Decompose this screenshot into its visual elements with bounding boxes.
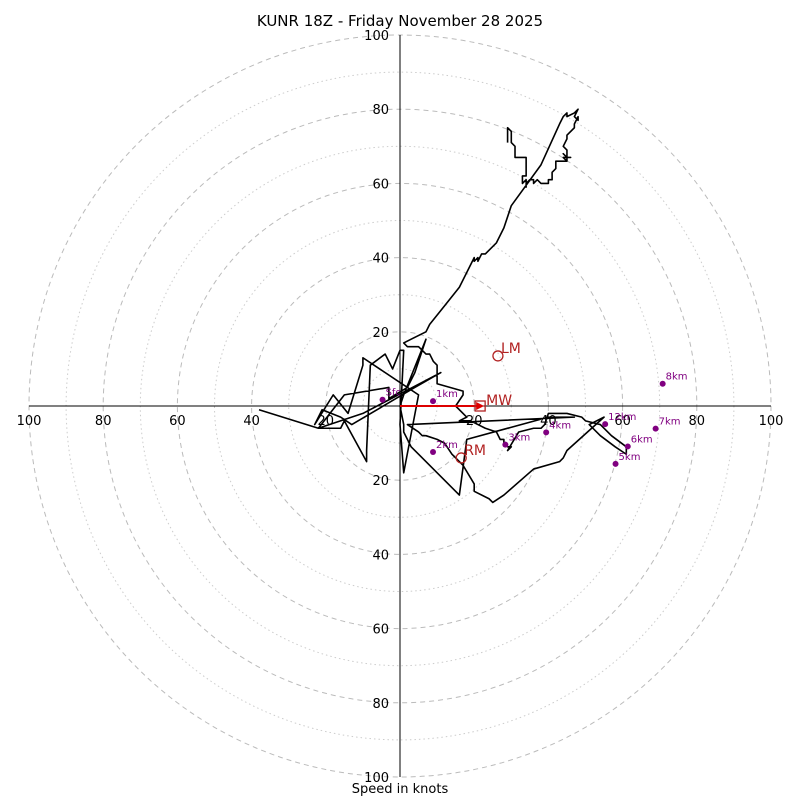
- mean-wind-marker: [474, 400, 486, 412]
- tick-labels: 100 80 60 40 20 20 40 60 80 100100806040202040608…: [17, 29, 784, 786]
- height-marker-label: 12km: [608, 412, 636, 423]
- x-tick-label: 100: [759, 414, 784, 429]
- x-axis-label: Speed in knots: [351, 782, 449, 797]
- chart-title: KUNR 18Z - Friday November 28 2025: [256, 12, 544, 30]
- height-marker-label: 8km: [666, 372, 688, 383]
- height-marker: [612, 460, 619, 467]
- y-tick-label: 40: [372, 548, 389, 563]
- y-tick-label: 60: [372, 623, 389, 638]
- height-marker: [659, 380, 666, 387]
- y-tick-label: 20: [372, 326, 389, 341]
- height-marker-label: 5km: [619, 452, 641, 463]
- height-marker-label: 3km: [508, 433, 530, 444]
- y-tick-label: 40: [372, 252, 389, 267]
- height-marker-label: Sfc: [386, 388, 401, 399]
- height-marker: [430, 398, 437, 405]
- y-tick-label: 100: [364, 771, 389, 786]
- height-marker-label: 2km: [436, 440, 458, 451]
- x-tick-label: 80: [95, 414, 112, 429]
- x-tick-label: 60: [614, 414, 631, 429]
- x-tick-label: 40: [243, 414, 260, 429]
- x-tick-label: 80: [689, 414, 706, 429]
- height-markers: Sfc 1km 2km 3km 4km 5km 6km 7km 8km 12km: [379, 372, 688, 467]
- wind-trace: [258, 108, 628, 504]
- x-tick-label: 60: [169, 414, 186, 429]
- mean-wind-label: MW: [486, 393, 512, 409]
- hodograph-line: [258, 108, 628, 504]
- mean-wind-arrowhead: [476, 402, 485, 410]
- y-tick-label: 100: [364, 29, 389, 44]
- x-tick-label: 100: [17, 414, 42, 429]
- y-tick-label: 20: [372, 474, 389, 489]
- height-marker: [602, 421, 609, 428]
- y-tick-label: 60: [372, 177, 389, 192]
- height-marker: [624, 443, 631, 450]
- height-marker-label: 1km: [436, 389, 458, 400]
- height-marker: [652, 425, 659, 432]
- storm-motion-label: RM: [464, 443, 486, 459]
- storm-motions: LM RM: [455, 341, 521, 464]
- y-tick-label: 80: [372, 103, 389, 118]
- storm-motion-marker: [455, 452, 467, 464]
- storm-motion-label: LM: [501, 341, 521, 357]
- height-marker-label: 4km: [549, 420, 571, 431]
- storm-motion-marker: [492, 350, 504, 362]
- height-marker-label: 6km: [631, 434, 653, 445]
- y-tick-label: 80: [372, 697, 389, 712]
- height-marker: [543, 429, 550, 436]
- height-marker: [430, 449, 437, 456]
- mean-wind-vector: MW: [400, 393, 512, 412]
- height-marker: [502, 441, 509, 448]
- height-marker-label: 7km: [659, 417, 681, 428]
- height-marker: [379, 396, 386, 403]
